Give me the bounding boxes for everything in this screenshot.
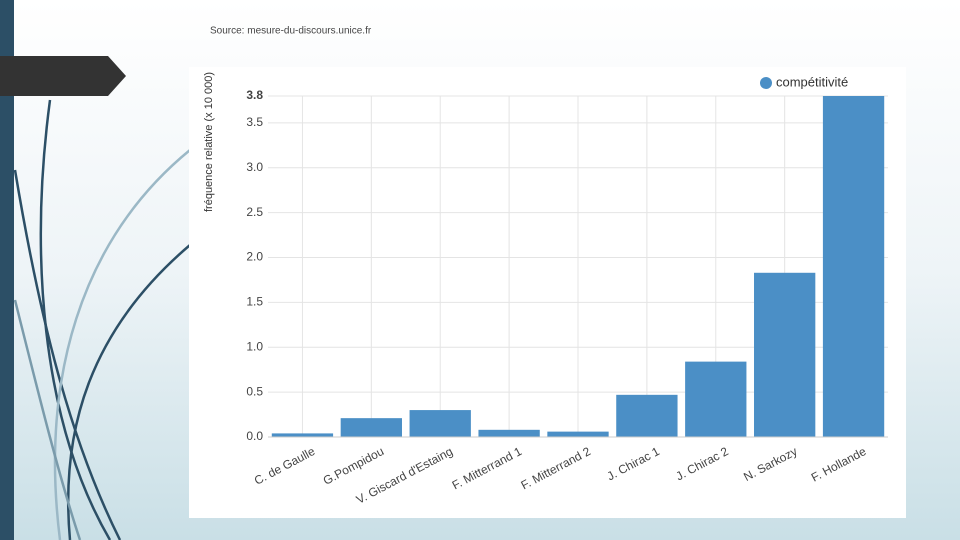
y-tick-label: 2.0 — [246, 250, 263, 264]
decor-curves — [13, 99, 191, 540]
y-tick-label: 0.0 — [246, 429, 263, 443]
y-tick-label: 3.8 — [246, 88, 263, 102]
legend-swatch — [760, 77, 772, 89]
side-stripe — [0, 0, 14, 540]
y-axis-title: fréquence relative (x 10 000) — [203, 72, 215, 212]
y-tick-label: 1.0 — [246, 339, 263, 353]
bar — [478, 429, 540, 437]
bar — [616, 394, 678, 437]
bar — [547, 431, 609, 437]
y-tick-label: 0.5 — [246, 384, 263, 398]
y-tick-label: 3.0 — [246, 160, 263, 174]
y-tick-label: 1.5 — [246, 295, 263, 309]
legend-label: compétitivité — [776, 74, 848, 89]
bar — [271, 433, 334, 437]
bar — [340, 418, 402, 437]
source-note: Source: mesure-du-discours.unice.fr — [210, 26, 372, 37]
bar — [409, 410, 471, 437]
bar — [754, 272, 816, 437]
arrow-shape — [0, 56, 126, 96]
y-tick-label: 3.5 — [246, 115, 263, 129]
bar — [685, 361, 747, 437]
bar — [822, 96, 885, 437]
y-tick-label: 2.5 — [246, 205, 263, 219]
